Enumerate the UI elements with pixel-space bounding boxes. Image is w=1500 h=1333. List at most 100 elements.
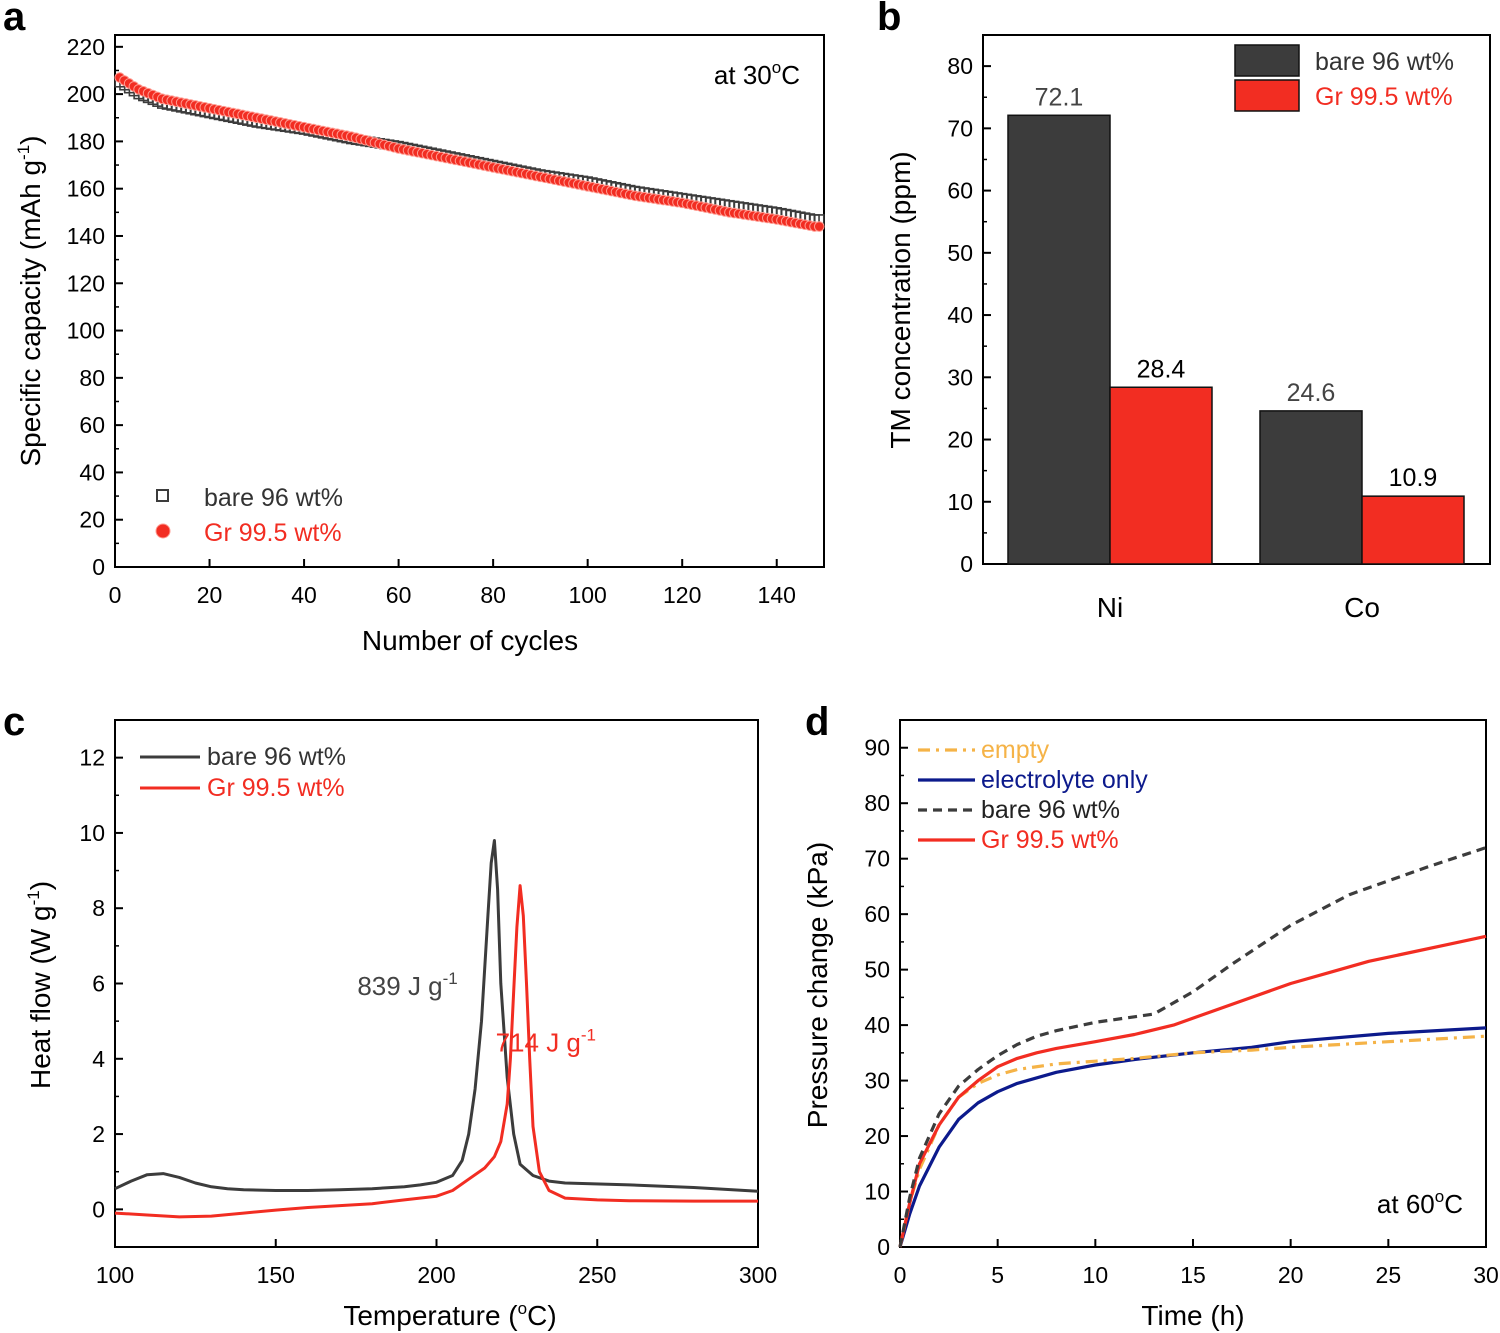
panel-a-x-tick-label: 60 xyxy=(386,582,412,608)
panel-d-legend-label: electrolyte only xyxy=(981,766,1148,794)
panel-b-category-label: Ni xyxy=(1097,592,1123,623)
panel-d-x-tick-label: 15 xyxy=(1180,1262,1206,1288)
panel-b-bar xyxy=(1259,410,1363,565)
panel-c-chart: 100 150 200 250 300 0 2 4 6 8 10 12 Temperature (oC)… xyxy=(24,719,777,1331)
panel-d-y-tick-label: 0 xyxy=(877,1234,890,1260)
panel-b-chart: 0 10 20 30 40 50 60 70 80 TM concentration (ppm) N… xyxy=(885,34,1491,623)
panel-b-y-tick-label: 10 xyxy=(947,489,973,515)
panel-b-legend-label-gr: Gr 99.5 wt% xyxy=(1315,83,1453,111)
panel-c-y-tick-label: 8 xyxy=(92,895,105,921)
panel-d-x-tick-label: 30 xyxy=(1473,1262,1499,1288)
panel-d-x-tick-label: 20 xyxy=(1278,1262,1304,1288)
panel-c-x-tick-label: 300 xyxy=(739,1262,777,1288)
panel-c-y-axis-title: Heat flow (W g-1) xyxy=(24,881,56,1089)
panel-d-y-tick-label: 60 xyxy=(864,901,890,927)
panel-d-y-tick-label: 40 xyxy=(864,1012,890,1038)
panel-c-legend-label-gr: Gr 99.5 wt% xyxy=(207,774,345,802)
panel-d-y-tick-label: 80 xyxy=(864,790,890,816)
panel-c-legend-label-bare: bare 96 wt% xyxy=(207,743,346,771)
panel-b-y-tick-label: 80 xyxy=(947,53,973,79)
panel-d-series-line xyxy=(898,1034,1487,1248)
panel-b-legend: bare 96 wt% Gr 99.5 wt% xyxy=(1234,44,1454,112)
panel-a-legend: bare 96 wt% Gr 99.5 wt% xyxy=(155,484,343,547)
panel-d-legend-label: bare 96 wt% xyxy=(981,796,1120,824)
panel-b-bar xyxy=(1109,386,1213,565)
panel-c-enthalpy-annotation: 714 J g-1 xyxy=(496,1025,596,1057)
panel-c-enthalpy-annotation: 839 J g-1 xyxy=(357,969,457,1001)
panel-a-x-tick-label: 140 xyxy=(758,582,796,608)
panel-label-b: b xyxy=(877,0,901,39)
panel-b-y-axis-title: TM concentration (ppm) xyxy=(885,151,916,448)
panel-d-y-axis-title: Pressure change (kPa) xyxy=(802,842,833,1128)
panel-a-y-tick-label: 140 xyxy=(67,223,105,249)
panel-c-series-line xyxy=(114,839,759,1193)
panel-a-x-tick-label: 120 xyxy=(663,582,701,608)
panel-a-y-tick-label: 220 xyxy=(67,34,105,60)
panel-b-legend-swatch-bare xyxy=(1234,44,1300,77)
panel-c-y-tick-label: 4 xyxy=(92,1046,105,1072)
panel-d-x-tick-label: 0 xyxy=(894,1262,907,1288)
panel-a-y-tick-label: 200 xyxy=(67,81,105,107)
panel-d-x-axis-title: Time (h) xyxy=(1141,1300,1244,1331)
panel-d-x-tick-label: 10 xyxy=(1083,1262,1109,1288)
panel-a-y-tick-label: 180 xyxy=(67,128,105,154)
panel-b-bar-value-label: 28.4 xyxy=(1137,355,1186,383)
panel-d-legend-label: Gr 99.5 wt% xyxy=(981,826,1119,854)
panel-a-y-tick-label: 100 xyxy=(67,318,105,344)
panel-label-c: c xyxy=(3,700,25,744)
panel-label-a: a xyxy=(3,0,26,39)
panel-a-x-tick-label: 80 xyxy=(480,582,506,608)
panel-a-chart: 0 20 40 60 80 100 120 140 0 20 40 60 80 100 120 140 160 1… xyxy=(14,34,825,656)
panel-a-series-bare xyxy=(114,76,825,225)
panel-d-series-line xyxy=(898,934,1487,1248)
panel-b-category-label: Co xyxy=(1344,592,1380,623)
panel-a-y-tick-label: 40 xyxy=(79,459,105,485)
panel-a-legend-marker-bare xyxy=(156,489,169,502)
panel-b-bar-value-label: 10.9 xyxy=(1389,464,1438,492)
panel-a-legend-marker-gr xyxy=(155,523,171,539)
panel-d-y-tick-label: 30 xyxy=(864,1068,890,1094)
panel-b-bar xyxy=(1007,114,1111,565)
panel-b-y-tick-label: 50 xyxy=(947,240,973,266)
panel-d-series-line xyxy=(898,846,1487,1248)
panel-a-y-tick-label: 160 xyxy=(67,176,105,202)
panel-c-series-line xyxy=(114,884,758,1219)
panel-d-y-tick-label: 70 xyxy=(864,846,890,872)
panel-a-plot-frame xyxy=(114,34,825,568)
panel-d-series-line xyxy=(898,1026,1487,1248)
panel-a-gr-point xyxy=(813,221,825,232)
panel-c-x-tick-label: 250 xyxy=(578,1262,616,1288)
panel-c-y-tick-label: 0 xyxy=(92,1196,105,1222)
panel-a-x-tick-label: 100 xyxy=(568,582,606,608)
panel-label-d: d xyxy=(805,700,829,744)
panel-c-x-tick-label: 150 xyxy=(257,1262,295,1288)
panel-d-x-tick-label: 25 xyxy=(1376,1262,1402,1288)
panel-d-chart: 0 5 10 15 20 25 30 0 10 20 30 40 50 60 70 80 90 Time (h) P… xyxy=(802,719,1499,1331)
panel-a-legend-label-gr: Gr 99.5 wt% xyxy=(204,519,342,547)
panel-b-bar-value-label: 24.6 xyxy=(1287,379,1336,407)
panel-d-x-tick-label: 5 xyxy=(991,1262,1004,1288)
panel-c-x-tick-label: 200 xyxy=(417,1262,455,1288)
panel-c-y-tick-label: 2 xyxy=(92,1121,105,1147)
panel-a-y-tick-label: 120 xyxy=(67,270,105,296)
panel-a-x-tick-label: 40 xyxy=(291,582,317,608)
panel-b-legend-label-bare: bare 96 wt% xyxy=(1315,48,1454,76)
panel-d-y-tick-label: 20 xyxy=(864,1123,890,1149)
panel-b-y-tick-label: 60 xyxy=(947,178,973,204)
panel-b-legend-swatch-gr xyxy=(1234,79,1300,112)
panel-a-y-tick-label: 0 xyxy=(92,554,105,580)
panel-d-y-tick-label: 10 xyxy=(864,1179,890,1205)
panel-d-y-tick-label: 50 xyxy=(864,957,890,983)
panel-c-x-axis-title: Temperature (oC) xyxy=(343,1299,556,1331)
panel-c-y-tick-label: 10 xyxy=(79,820,105,846)
panel-d-temperature-annotation: at 60oC xyxy=(1377,1187,1463,1219)
panel-a-y-tick-label: 80 xyxy=(79,365,105,391)
panel-a-x-tick-label: 0 xyxy=(109,582,122,608)
panel-a-y-tick-label: 60 xyxy=(79,412,105,438)
panel-a-series-gr xyxy=(114,72,825,232)
panel-a-x-tick-label: 20 xyxy=(197,582,223,608)
panel-b-y-tick-label: 30 xyxy=(947,364,973,390)
panel-a-y-axis-title: Specific capacity (mAh g-1) xyxy=(14,135,46,466)
